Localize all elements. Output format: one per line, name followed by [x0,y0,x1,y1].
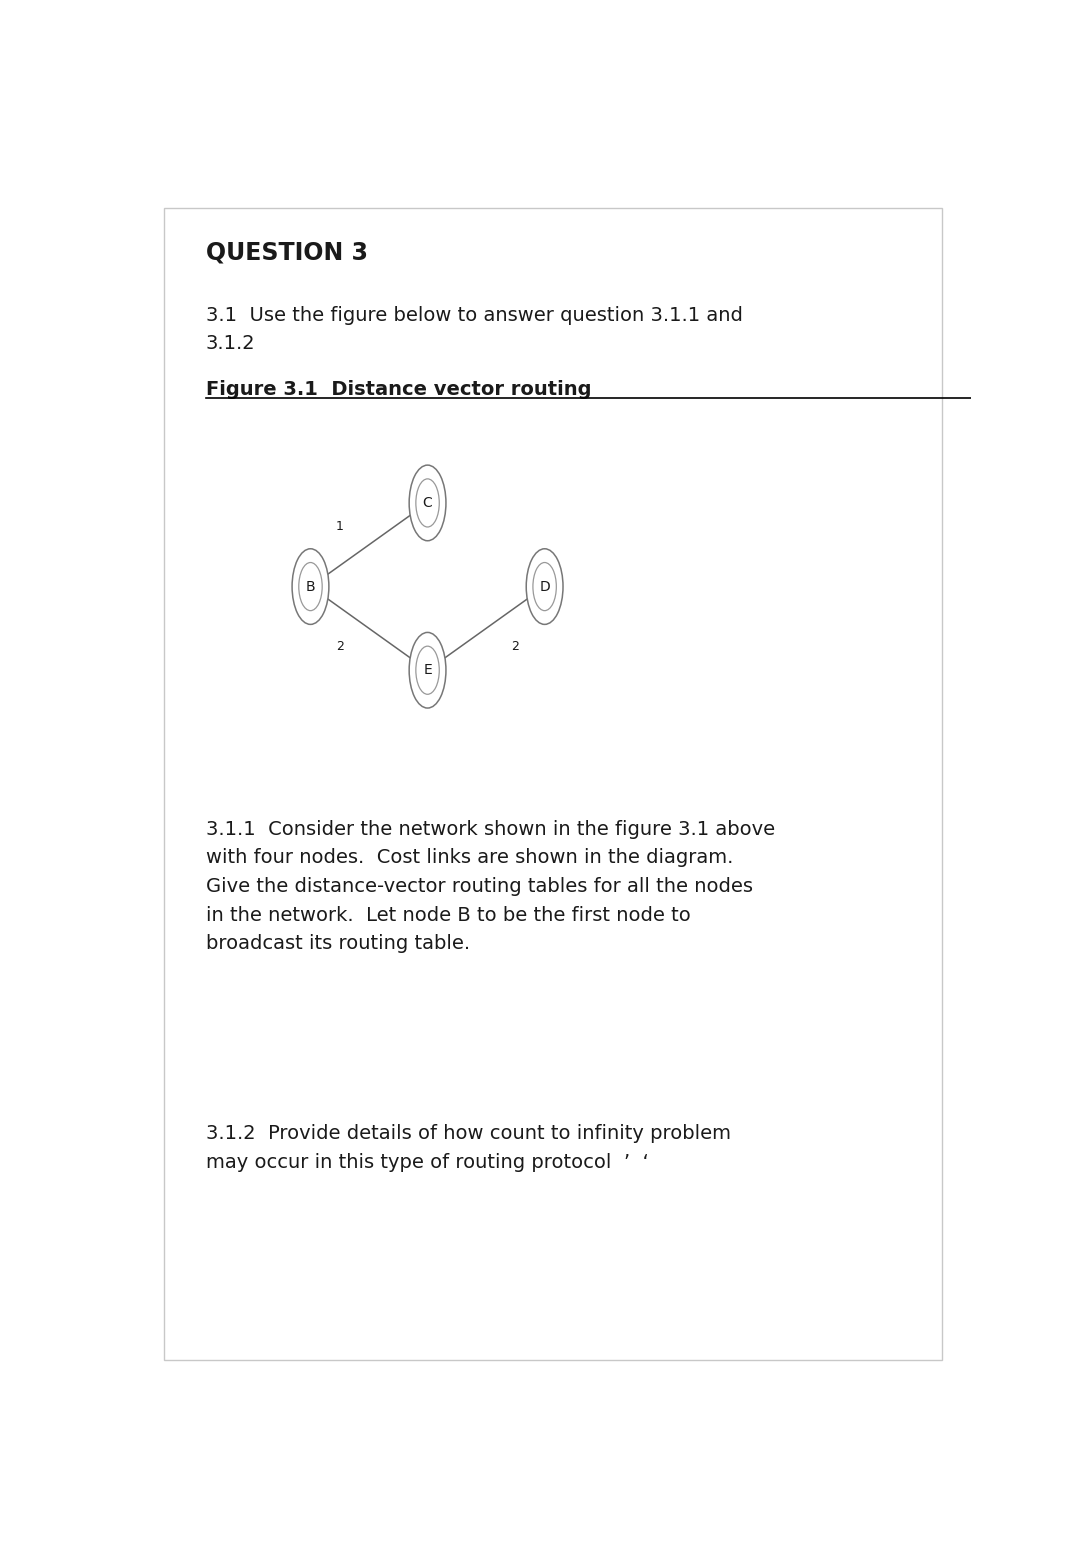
Ellipse shape [292,549,329,624]
Text: broadcast its routing table.: broadcast its routing table. [206,934,470,953]
Text: 3.1.2  Provide details of how count to infinity problem: 3.1.2 Provide details of how count to in… [206,1124,730,1144]
Text: may occur in this type of routing protocol  ’  ‘: may occur in this type of routing protoc… [206,1153,648,1172]
Ellipse shape [415,646,439,694]
Text: with four nodes.  Cost links are shown in the diagram.: with four nodes. Cost links are shown in… [206,849,734,868]
Ellipse shape [299,562,323,610]
Text: D: D [540,579,550,593]
Ellipse shape [533,562,557,610]
Text: 1: 1 [336,520,344,534]
Text: 3.1.2: 3.1.2 [206,334,256,354]
Text: 3.1  Use the figure below to answer question 3.1.1 and: 3.1 Use the figure below to answer quest… [206,306,742,324]
Text: B: B [305,579,315,593]
Text: 3.1.1  Consider the network shown in the figure 3.1 above: 3.1.1 Consider the network shown in the … [206,819,775,838]
Ellipse shape [415,480,439,528]
Text: C: C [423,497,433,511]
Text: QUESTION 3: QUESTION 3 [206,241,368,264]
Text: E: E [423,663,432,677]
FancyBboxPatch shape [164,208,942,1360]
Text: 2: 2 [336,639,344,653]
Ellipse shape [409,466,446,540]
Ellipse shape [409,632,446,708]
Ellipse shape [527,549,563,624]
Text: Give the distance-vector routing tables for all the nodes: Give the distance-vector routing tables … [206,877,753,896]
Text: 2: 2 [511,639,519,653]
Text: in the network.  Let node B to be the first node to: in the network. Let node B to be the fir… [206,906,691,925]
Text: Figure 3.1  Distance vector routing: Figure 3.1 Distance vector routing [206,380,591,399]
